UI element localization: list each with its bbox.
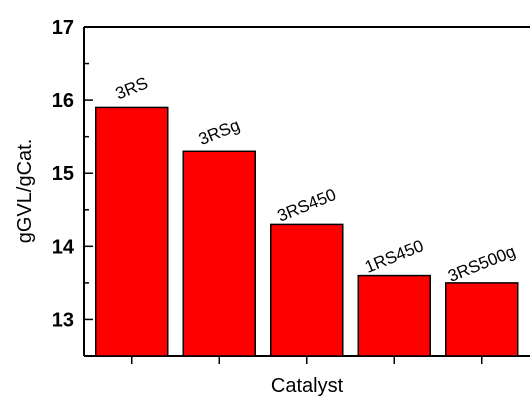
bar-3rs500g	[445, 282, 519, 357]
y-axis-title: gGVL/gCat.	[14, 139, 36, 244]
bar-label-1rs450: 1RS450	[362, 236, 426, 277]
bar-label-3rs450: 3RS450	[275, 185, 339, 226]
bar-label-3rs500g: 3RS500g	[445, 242, 518, 286]
bar-1rs450	[357, 274, 431, 357]
bar-3rs	[95, 106, 169, 357]
y-tick-label-13: 13	[52, 309, 74, 331]
y-tick-label-16: 16	[52, 90, 74, 112]
y-ticks-group: 13 14 15 16 17	[52, 17, 93, 331]
bar-3rsg	[182, 150, 256, 357]
y-tick-label-17: 17	[52, 17, 74, 39]
x-ticks-group	[131, 356, 483, 364]
bar-label-3rs: 3RS	[113, 73, 151, 103]
y-tick-label-14: 14	[52, 236, 75, 258]
bar-3rs450	[270, 223, 344, 357]
bar-label-3rsg: 3RSg	[196, 115, 243, 149]
x-axis-title: Catalyst	[271, 375, 344, 397]
bars-group: 3RS 3RSg 3RS450 1RS450 3RS500g	[95, 73, 519, 357]
y-tick-label-15: 15	[52, 163, 74, 185]
